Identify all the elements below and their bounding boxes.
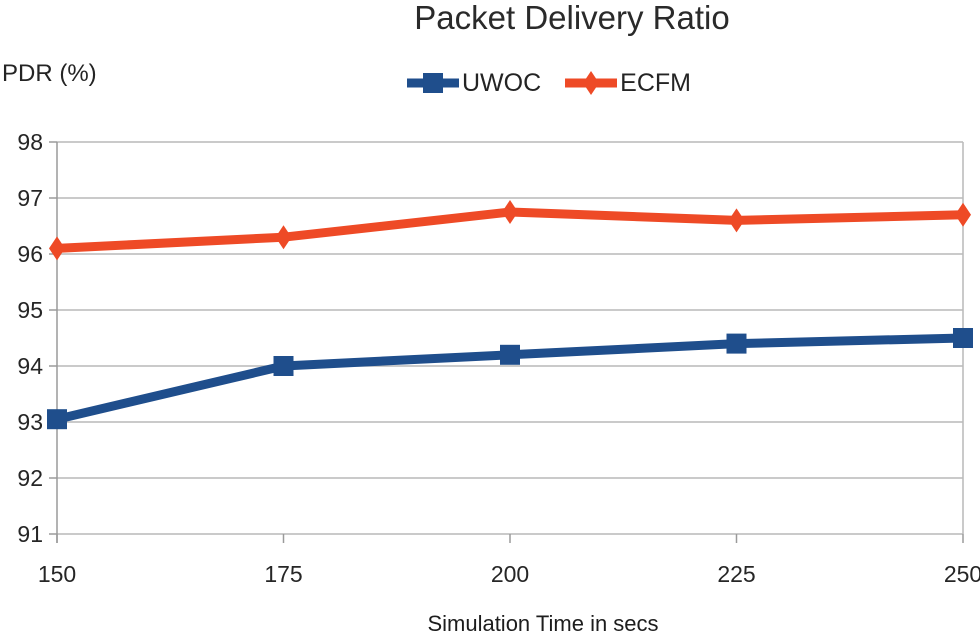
legend-marker-diamond-icon bbox=[565, 71, 618, 95]
x-tick-label: 200 bbox=[491, 561, 529, 587]
data-point-uwoc bbox=[273, 356, 294, 376]
x-tick-label: 250 bbox=[944, 561, 980, 587]
data-point-ecfm bbox=[502, 200, 518, 224]
x-tick-label: 175 bbox=[264, 561, 302, 587]
y-axis-title: PDR (%) bbox=[2, 60, 97, 87]
y-tick-label: 93 bbox=[17, 409, 43, 435]
data-point-uwoc bbox=[726, 333, 747, 354]
x-tick-label: 150 bbox=[38, 561, 76, 587]
x-axis-title: Simulation Time in secs bbox=[427, 611, 659, 636]
y-tick-label: 91 bbox=[17, 521, 43, 547]
y-tick-label: 97 bbox=[17, 185, 43, 211]
legend: UWOC ECFM bbox=[407, 68, 691, 98]
legend-label-uwoc: UWOC bbox=[462, 68, 542, 97]
y-tick-label: 96 bbox=[17, 241, 43, 267]
legend-marker-shape bbox=[583, 71, 600, 95]
legend-marker-shape bbox=[423, 73, 444, 93]
data-point-ecfm bbox=[275, 225, 292, 250]
chart-title: Packet Delivery Ratio bbox=[414, 0, 730, 36]
data-point-ecfm bbox=[955, 202, 971, 227]
y-tick-label: 92 bbox=[17, 465, 43, 491]
data-point-uwoc bbox=[47, 409, 67, 430]
data-point-uwoc bbox=[953, 328, 973, 348]
legend-item-ecfm: ECFM bbox=[565, 68, 691, 98]
data-point-ecfm bbox=[728, 208, 745, 233]
y-tick-label: 95 bbox=[17, 297, 43, 323]
data-point-ecfm bbox=[49, 236, 65, 261]
x-tick-label: 225 bbox=[717, 561, 755, 587]
legend-item-uwoc: UWOC bbox=[407, 68, 541, 98]
legend-marker-square-icon bbox=[407, 73, 460, 93]
y-tick-label: 94 bbox=[17, 353, 43, 379]
y-tick-label: 98 bbox=[17, 129, 43, 155]
data-point-uwoc bbox=[500, 344, 520, 365]
legend-label-ecfm: ECFM bbox=[620, 68, 691, 97]
